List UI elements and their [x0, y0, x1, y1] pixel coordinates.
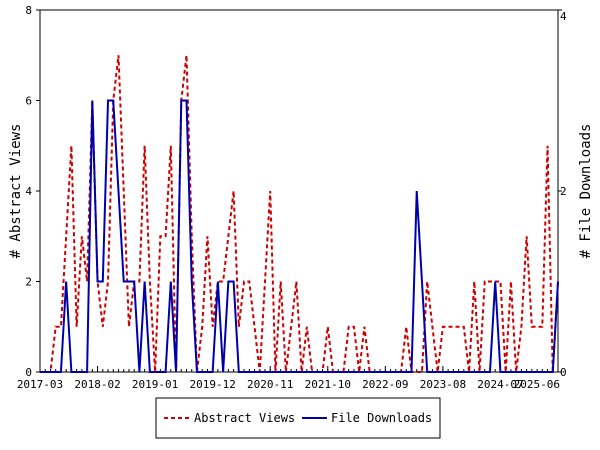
x-tick-label: 2021-10: [305, 378, 351, 391]
x-tick-label: 2022-09: [362, 378, 408, 391]
x-tick-label: 2018-02: [74, 378, 120, 391]
legend-label-abstract-views: Abstract Views: [194, 411, 295, 425]
x-tick-label: 2019-01: [132, 378, 178, 391]
legend-box: [155, 397, 441, 439]
left-tick-label: 8: [25, 4, 32, 17]
x-tick-label: 2020-11: [247, 378, 293, 391]
left-tick-label: 0: [25, 366, 32, 379]
left-tick-label: 2: [25, 276, 32, 289]
right-axis-title: # File Downloads: [578, 124, 594, 259]
left-tick-label: 6: [25, 95, 32, 108]
x-tick-label: 2019-12: [189, 378, 235, 391]
x-tick-label: 2024-07: [477, 378, 523, 391]
right-y-axis: 0 2 4: [558, 9, 567, 379]
x-tick-label: 2025-06: [514, 378, 560, 391]
left-y-axis: 0 2 4 6 8: [25, 4, 40, 379]
series-line-file-downloads: [40, 99, 559, 373]
series-layer: [39, 55, 559, 373]
series-line-abstract-views: [40, 55, 559, 373]
legend-label-file-downloads: File Downloads: [331, 411, 432, 425]
left-axis-title: # Abstract Views: [8, 124, 24, 259]
left-tick-label: 4: [25, 185, 32, 198]
right-tick-label: 2: [560, 185, 567, 198]
right-tick-label: 0: [560, 366, 567, 379]
x-tick-label: 2017-03: [17, 378, 63, 391]
legend: Abstract Views File Downloads: [155, 397, 441, 439]
x-tick-label: 2023-08: [420, 378, 466, 391]
right-tick-label: 4: [560, 10, 567, 23]
